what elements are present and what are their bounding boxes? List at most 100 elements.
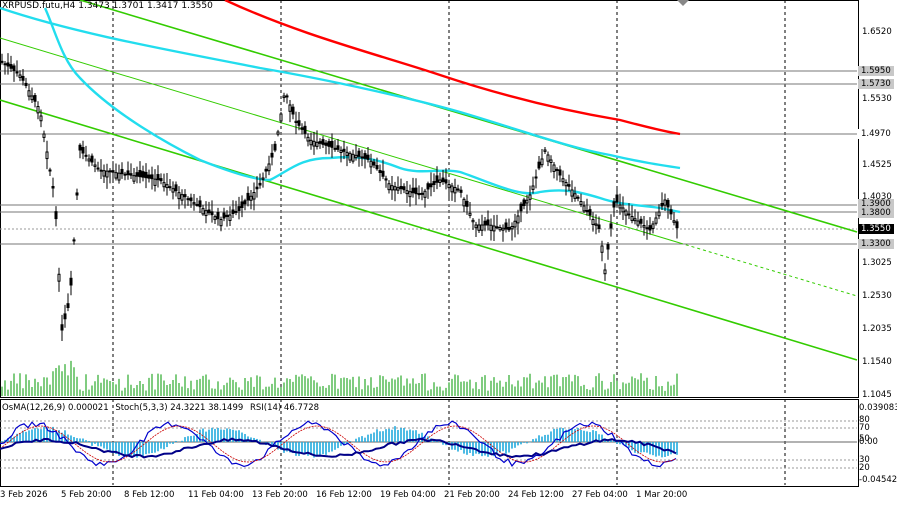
indicator-tick: 0.039083 xyxy=(859,403,897,413)
candle-body xyxy=(615,194,619,203)
candle-body xyxy=(39,115,43,122)
candle-body xyxy=(396,187,400,191)
candle-body xyxy=(225,214,229,218)
candle-body xyxy=(405,190,409,195)
candle-body xyxy=(231,209,235,214)
candle-body xyxy=(534,176,538,179)
candle-body xyxy=(651,223,655,229)
candle-body xyxy=(447,184,451,189)
indicator-tick: 30 xyxy=(859,455,870,465)
candle-body xyxy=(369,160,373,168)
candle-body xyxy=(381,170,385,177)
indicator-info: OsMA(12,26,9) 0.000021 Stoch(5,3,3) 24.3… xyxy=(2,403,323,413)
candle-body xyxy=(420,192,424,195)
candle-body xyxy=(204,210,208,217)
candle-body xyxy=(93,164,97,167)
candle-body xyxy=(543,149,547,152)
candle-body xyxy=(18,74,22,78)
candle-body xyxy=(252,192,256,200)
price-tick: 1.4525 xyxy=(862,160,892,170)
candle-body xyxy=(228,214,232,221)
candle-body xyxy=(600,245,604,253)
candle-body xyxy=(27,90,31,97)
candle-body xyxy=(501,227,505,231)
candle-body xyxy=(594,223,598,226)
candle-body xyxy=(135,172,139,177)
candle-body xyxy=(315,141,319,147)
candle-body xyxy=(495,226,499,229)
candle-body xyxy=(450,185,454,193)
candle-body xyxy=(546,154,550,162)
level-label: 1.5950 xyxy=(858,66,894,76)
candle-body xyxy=(153,178,157,186)
candle-body xyxy=(390,185,394,191)
candle-body xyxy=(465,200,469,207)
candle-body xyxy=(312,140,316,147)
candle-body xyxy=(414,187,418,195)
indicator-tick: -0.045426 xyxy=(859,475,897,485)
candle-body xyxy=(129,173,133,176)
candle-body xyxy=(291,106,295,115)
candle-body xyxy=(159,178,163,182)
candle-body xyxy=(165,184,169,189)
candle-body xyxy=(498,227,502,231)
candle-body xyxy=(123,173,127,176)
candle-body xyxy=(630,216,634,221)
candle-body xyxy=(480,224,484,231)
candle-body xyxy=(132,175,136,182)
candle-body xyxy=(558,169,562,176)
candle-body xyxy=(627,213,631,216)
chart-shift-marker[interactable] xyxy=(677,0,689,6)
candle-body xyxy=(171,188,175,193)
indicator-tick: 80 xyxy=(859,415,870,425)
candle-body xyxy=(285,95,289,98)
candle-body xyxy=(642,225,646,228)
candle-body xyxy=(9,64,13,69)
candle-body xyxy=(249,195,253,201)
candle-body xyxy=(51,186,55,189)
candle-body xyxy=(168,186,172,189)
candle-body xyxy=(399,185,403,190)
level-label: 1.3900 xyxy=(858,199,894,209)
candle-body xyxy=(150,174,154,180)
candle-body xyxy=(288,104,292,112)
candle-body xyxy=(117,172,121,181)
candle-body xyxy=(513,220,517,228)
candle-body xyxy=(3,63,7,66)
candle-body xyxy=(636,220,640,226)
candle-body xyxy=(360,156,364,159)
candle-body xyxy=(675,221,679,229)
candle-body xyxy=(264,168,268,172)
time-tick: 1 Mar 20:00 xyxy=(636,490,688,500)
candle-body xyxy=(126,170,130,176)
candle-body xyxy=(441,177,445,183)
candle-body xyxy=(582,205,586,212)
candle-body xyxy=(99,169,103,172)
candle-body xyxy=(474,224,478,229)
level-label: 1.5730 xyxy=(858,79,894,89)
time-tick: 24 Feb 12:00 xyxy=(508,490,564,500)
candle-body xyxy=(585,210,589,212)
candle-body xyxy=(624,210,628,216)
candle-body xyxy=(54,211,58,220)
candle-body xyxy=(531,185,535,190)
candle-body xyxy=(192,202,196,205)
candle-body xyxy=(603,269,607,275)
candle-body xyxy=(540,158,544,166)
candle-body xyxy=(339,149,343,154)
osma-info: OsMA(12,26,9) 0.000021 xyxy=(2,403,109,413)
candle-body xyxy=(618,204,622,209)
price-tick: 1.3025 xyxy=(862,258,892,268)
level-label: 1.3800 xyxy=(858,208,894,218)
rsi-line xyxy=(0,437,677,459)
candle-body xyxy=(504,222,508,230)
candle-body xyxy=(555,168,559,171)
candle-body xyxy=(303,125,307,134)
candle-body xyxy=(174,184,178,192)
indicator-tick: 50 xyxy=(859,434,870,444)
candle-body xyxy=(234,210,238,213)
candle-body xyxy=(78,144,82,151)
candle-body xyxy=(246,192,250,201)
